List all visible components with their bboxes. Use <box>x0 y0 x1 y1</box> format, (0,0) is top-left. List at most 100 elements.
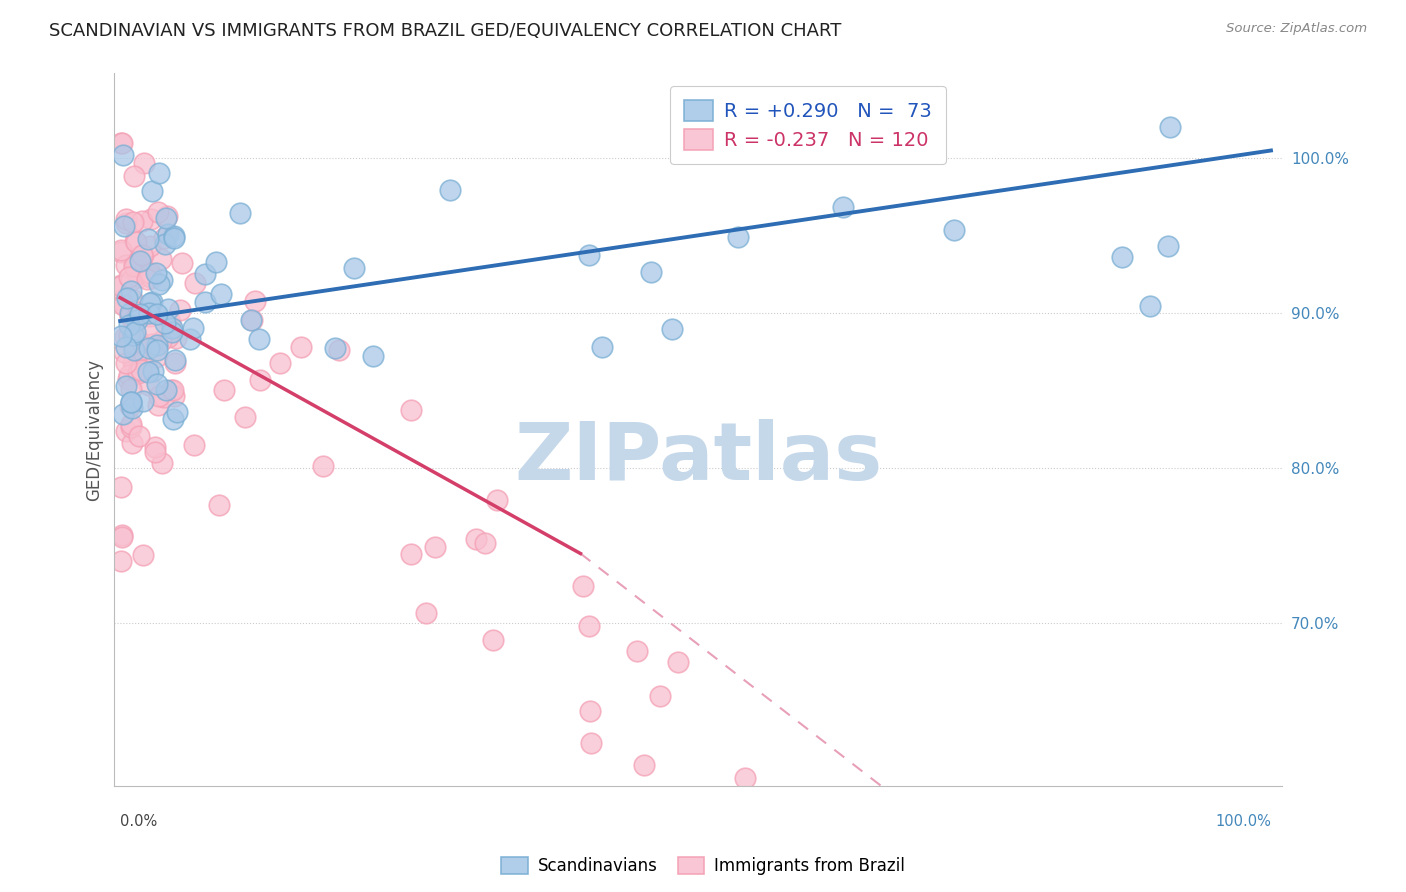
Point <box>131 248 153 262</box>
Point <box>129 306 152 320</box>
Point <box>111 298 134 312</box>
Point <box>212 383 235 397</box>
Point <box>150 334 173 349</box>
Point <box>162 389 184 403</box>
Point <box>118 368 141 382</box>
Point <box>1139 299 1161 313</box>
Point <box>111 136 134 150</box>
Point <box>122 260 145 274</box>
Point <box>110 243 132 257</box>
Point <box>143 440 166 454</box>
Point <box>640 265 662 279</box>
Point <box>120 309 142 323</box>
Point <box>139 309 162 323</box>
Point <box>129 254 152 268</box>
Point <box>127 367 149 381</box>
Point <box>179 332 201 346</box>
Point <box>141 295 163 310</box>
Point <box>120 395 142 409</box>
Point <box>205 255 228 269</box>
Point <box>153 390 176 404</box>
Point <box>143 445 166 459</box>
Point <box>165 352 187 367</box>
Point <box>120 284 142 298</box>
Point <box>127 304 149 318</box>
Point <box>148 166 170 180</box>
Point <box>128 269 150 284</box>
Point <box>328 343 350 357</box>
Point <box>465 532 488 546</box>
Point <box>112 344 135 359</box>
Point <box>131 247 153 261</box>
Point <box>118 328 141 343</box>
Point <box>146 343 169 358</box>
Point <box>399 547 422 561</box>
Point <box>156 210 179 224</box>
Point <box>146 205 169 219</box>
Point <box>136 362 159 376</box>
Point <box>120 395 142 409</box>
Point <box>111 407 134 421</box>
Point <box>138 269 160 284</box>
Point <box>120 334 142 349</box>
Point <box>361 350 384 364</box>
Point <box>148 277 170 292</box>
Point <box>111 527 134 541</box>
Point <box>138 378 160 392</box>
Point <box>118 318 141 332</box>
Point <box>124 325 146 339</box>
Point <box>1159 120 1181 135</box>
Text: SCANDINAVIAN VS IMMIGRANTS FROM BRAZIL GED/EQUIVALENCY CORRELATION CHART: SCANDINAVIAN VS IMMIGRANTS FROM BRAZIL G… <box>49 22 842 40</box>
Point <box>110 136 132 150</box>
Point <box>127 253 149 268</box>
Point <box>139 296 162 310</box>
Point <box>125 311 148 326</box>
Point <box>474 536 496 550</box>
Point <box>668 655 690 669</box>
Point <box>127 312 149 326</box>
Point <box>120 420 142 434</box>
Point <box>148 398 170 412</box>
Point <box>128 429 150 443</box>
Point <box>415 606 437 620</box>
Point <box>118 329 141 343</box>
Point <box>734 772 756 786</box>
Point <box>343 260 366 275</box>
Point <box>290 340 312 354</box>
Point <box>194 267 217 281</box>
Point <box>138 239 160 253</box>
Point <box>194 295 217 310</box>
Point <box>578 619 600 633</box>
Point <box>240 313 263 327</box>
Point <box>162 383 184 397</box>
Point <box>233 409 256 424</box>
Point <box>229 206 252 220</box>
Point <box>112 219 135 234</box>
Point <box>127 363 149 377</box>
Point <box>181 321 204 335</box>
Point <box>121 401 143 416</box>
Point <box>207 498 229 512</box>
Point <box>165 356 187 370</box>
Text: Source: ZipAtlas.com: Source: ZipAtlas.com <box>1226 22 1367 36</box>
Point <box>145 350 167 364</box>
Point <box>110 245 132 260</box>
Point <box>145 376 167 391</box>
Point <box>115 291 138 305</box>
Point <box>183 276 205 290</box>
Point <box>110 278 132 293</box>
Point <box>120 382 142 396</box>
Point <box>150 252 173 267</box>
Point <box>145 266 167 280</box>
Point <box>139 212 162 227</box>
Point <box>138 306 160 320</box>
Text: 100.0%: 100.0% <box>1215 814 1271 829</box>
Point <box>150 456 173 470</box>
Point <box>132 548 155 562</box>
Point <box>114 356 136 370</box>
Text: 0.0%: 0.0% <box>120 814 157 829</box>
Point <box>121 292 143 306</box>
Point <box>121 436 143 450</box>
Point <box>117 372 139 386</box>
Point <box>110 293 132 307</box>
